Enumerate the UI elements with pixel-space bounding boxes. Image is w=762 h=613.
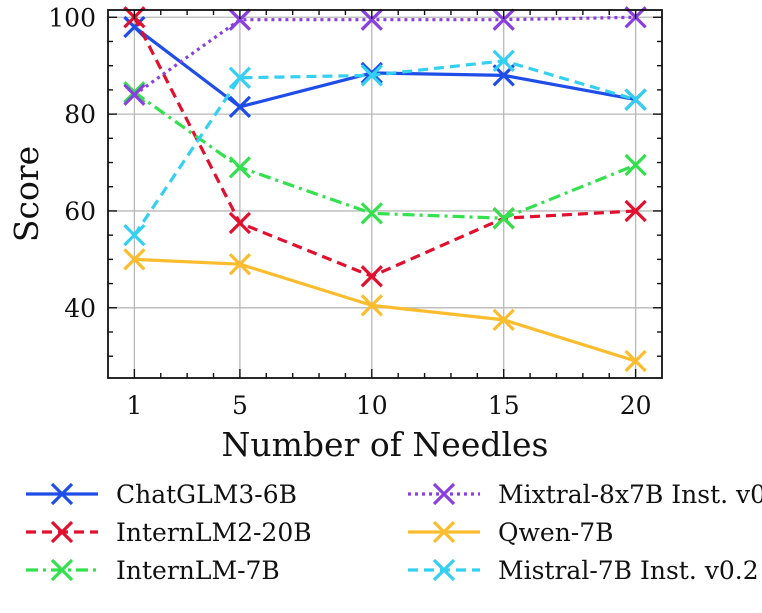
legend-item: Mixtral-8x7B Inst. v0.1 — [408, 480, 762, 509]
legend-marker — [432, 482, 456, 506]
data-point-marker — [360, 61, 383, 85]
data-point-marker — [624, 199, 647, 223]
data-point-marker — [624, 153, 647, 177]
legend-label: Mistral-7B Inst. v0.2 — [498, 556, 759, 585]
data-point-marker — [492, 8, 515, 31]
legend-item: Qwen-7B — [408, 518, 614, 547]
y-tick-label: 40 — [64, 294, 96, 323]
data-point-marker — [492, 49, 515, 72]
data-point-marker — [492, 207, 515, 230]
data-point-marker — [123, 81, 146, 104]
y-tick-label: 100 — [48, 3, 96, 32]
x-tick-label: 5 — [232, 391, 248, 420]
data-point-marker — [624, 349, 647, 373]
plot-frame — [107, 9, 663, 379]
data-point-marker — [228, 8, 252, 31]
series — [123, 49, 647, 247]
data-point-marker — [360, 202, 383, 225]
legend-item: Mistral-7B Inst. v0.2 — [408, 556, 759, 585]
data-point-marker — [228, 211, 252, 235]
legend-label: InternLM2-20B — [116, 518, 312, 547]
legend-marker — [50, 482, 74, 506]
data-point-marker — [228, 66, 252, 89]
x-tick-label: 1 — [126, 391, 142, 420]
legend: ChatGLM3-6B InternLM2-20B InternLM-7B Mixtr… — [26, 480, 762, 585]
legend-label: InternLM-7B — [116, 556, 280, 585]
data-point-marker — [123, 248, 146, 271]
series-line — [134, 257, 637, 363]
legend-label: Qwen-7B — [498, 518, 614, 547]
legend-item: InternLM2-20B — [26, 518, 312, 547]
x-axis-title: Number of Needles — [222, 425, 549, 464]
x-tick-label: 20 — [620, 391, 652, 420]
legend-label: ChatGLM3-6B — [116, 480, 297, 509]
data-point-marker — [228, 95, 252, 118]
y-tick-label: 60 — [64, 197, 96, 226]
series-lines — [123, 6, 647, 373]
series — [123, 6, 647, 106]
legend-marker — [50, 520, 74, 544]
series — [123, 15, 647, 118]
data-point-marker — [360, 64, 383, 87]
data-point-marker — [360, 294, 383, 317]
data-point-marker — [228, 253, 252, 276]
y-axis-title: Score — [7, 146, 46, 242]
legend-marker — [50, 558, 74, 582]
x-tick-label: 10 — [356, 391, 388, 420]
legend-label: Mixtral-8x7B Inst. v0.1 — [498, 480, 762, 509]
series-line — [133, 91, 637, 220]
x-tick-label: 15 — [488, 391, 520, 420]
series-line — [133, 25, 636, 109]
grid — [108, 10, 662, 378]
data-point-marker — [492, 308, 515, 332]
data-point-marker — [360, 265, 383, 288]
series — [123, 81, 647, 230]
data-point-marker — [228, 156, 252, 179]
y-tick-label: 80 — [64, 100, 96, 129]
data-point-marker — [123, 224, 146, 247]
series — [123, 6, 647, 288]
series — [123, 248, 647, 373]
data-point-marker — [360, 8, 383, 31]
legend-marker — [432, 520, 456, 544]
data-point-marker — [123, 83, 146, 106]
legend-item: ChatGLM3-6B — [26, 480, 297, 509]
data-point-marker — [624, 88, 647, 111]
legend-item: InternLM-7B — [26, 556, 280, 585]
legend-marker — [432, 558, 456, 582]
